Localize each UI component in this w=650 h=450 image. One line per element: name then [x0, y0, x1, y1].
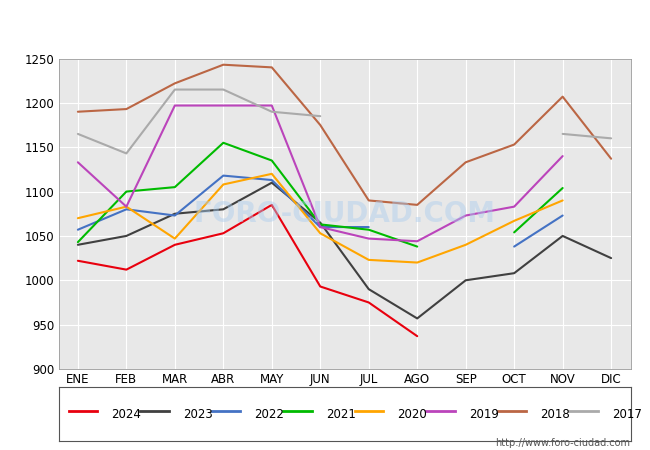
Text: 2024: 2024 [111, 408, 141, 420]
Text: 2021: 2021 [326, 408, 356, 420]
Text: Afiliados en Beas a 30/9/2024: Afiliados en Beas a 30/9/2024 [190, 22, 460, 40]
Text: 2020: 2020 [397, 408, 427, 420]
Text: http://www.foro-ciudad.com: http://www.foro-ciudad.com [495, 438, 630, 448]
Text: 2019: 2019 [469, 408, 499, 420]
Text: FORO-CIUDAD.COM: FORO-CIUDAD.COM [194, 200, 495, 228]
Text: 2023: 2023 [183, 408, 213, 420]
Text: 2017: 2017 [612, 408, 642, 420]
Text: 2022: 2022 [254, 408, 284, 420]
Text: 2018: 2018 [540, 408, 570, 420]
